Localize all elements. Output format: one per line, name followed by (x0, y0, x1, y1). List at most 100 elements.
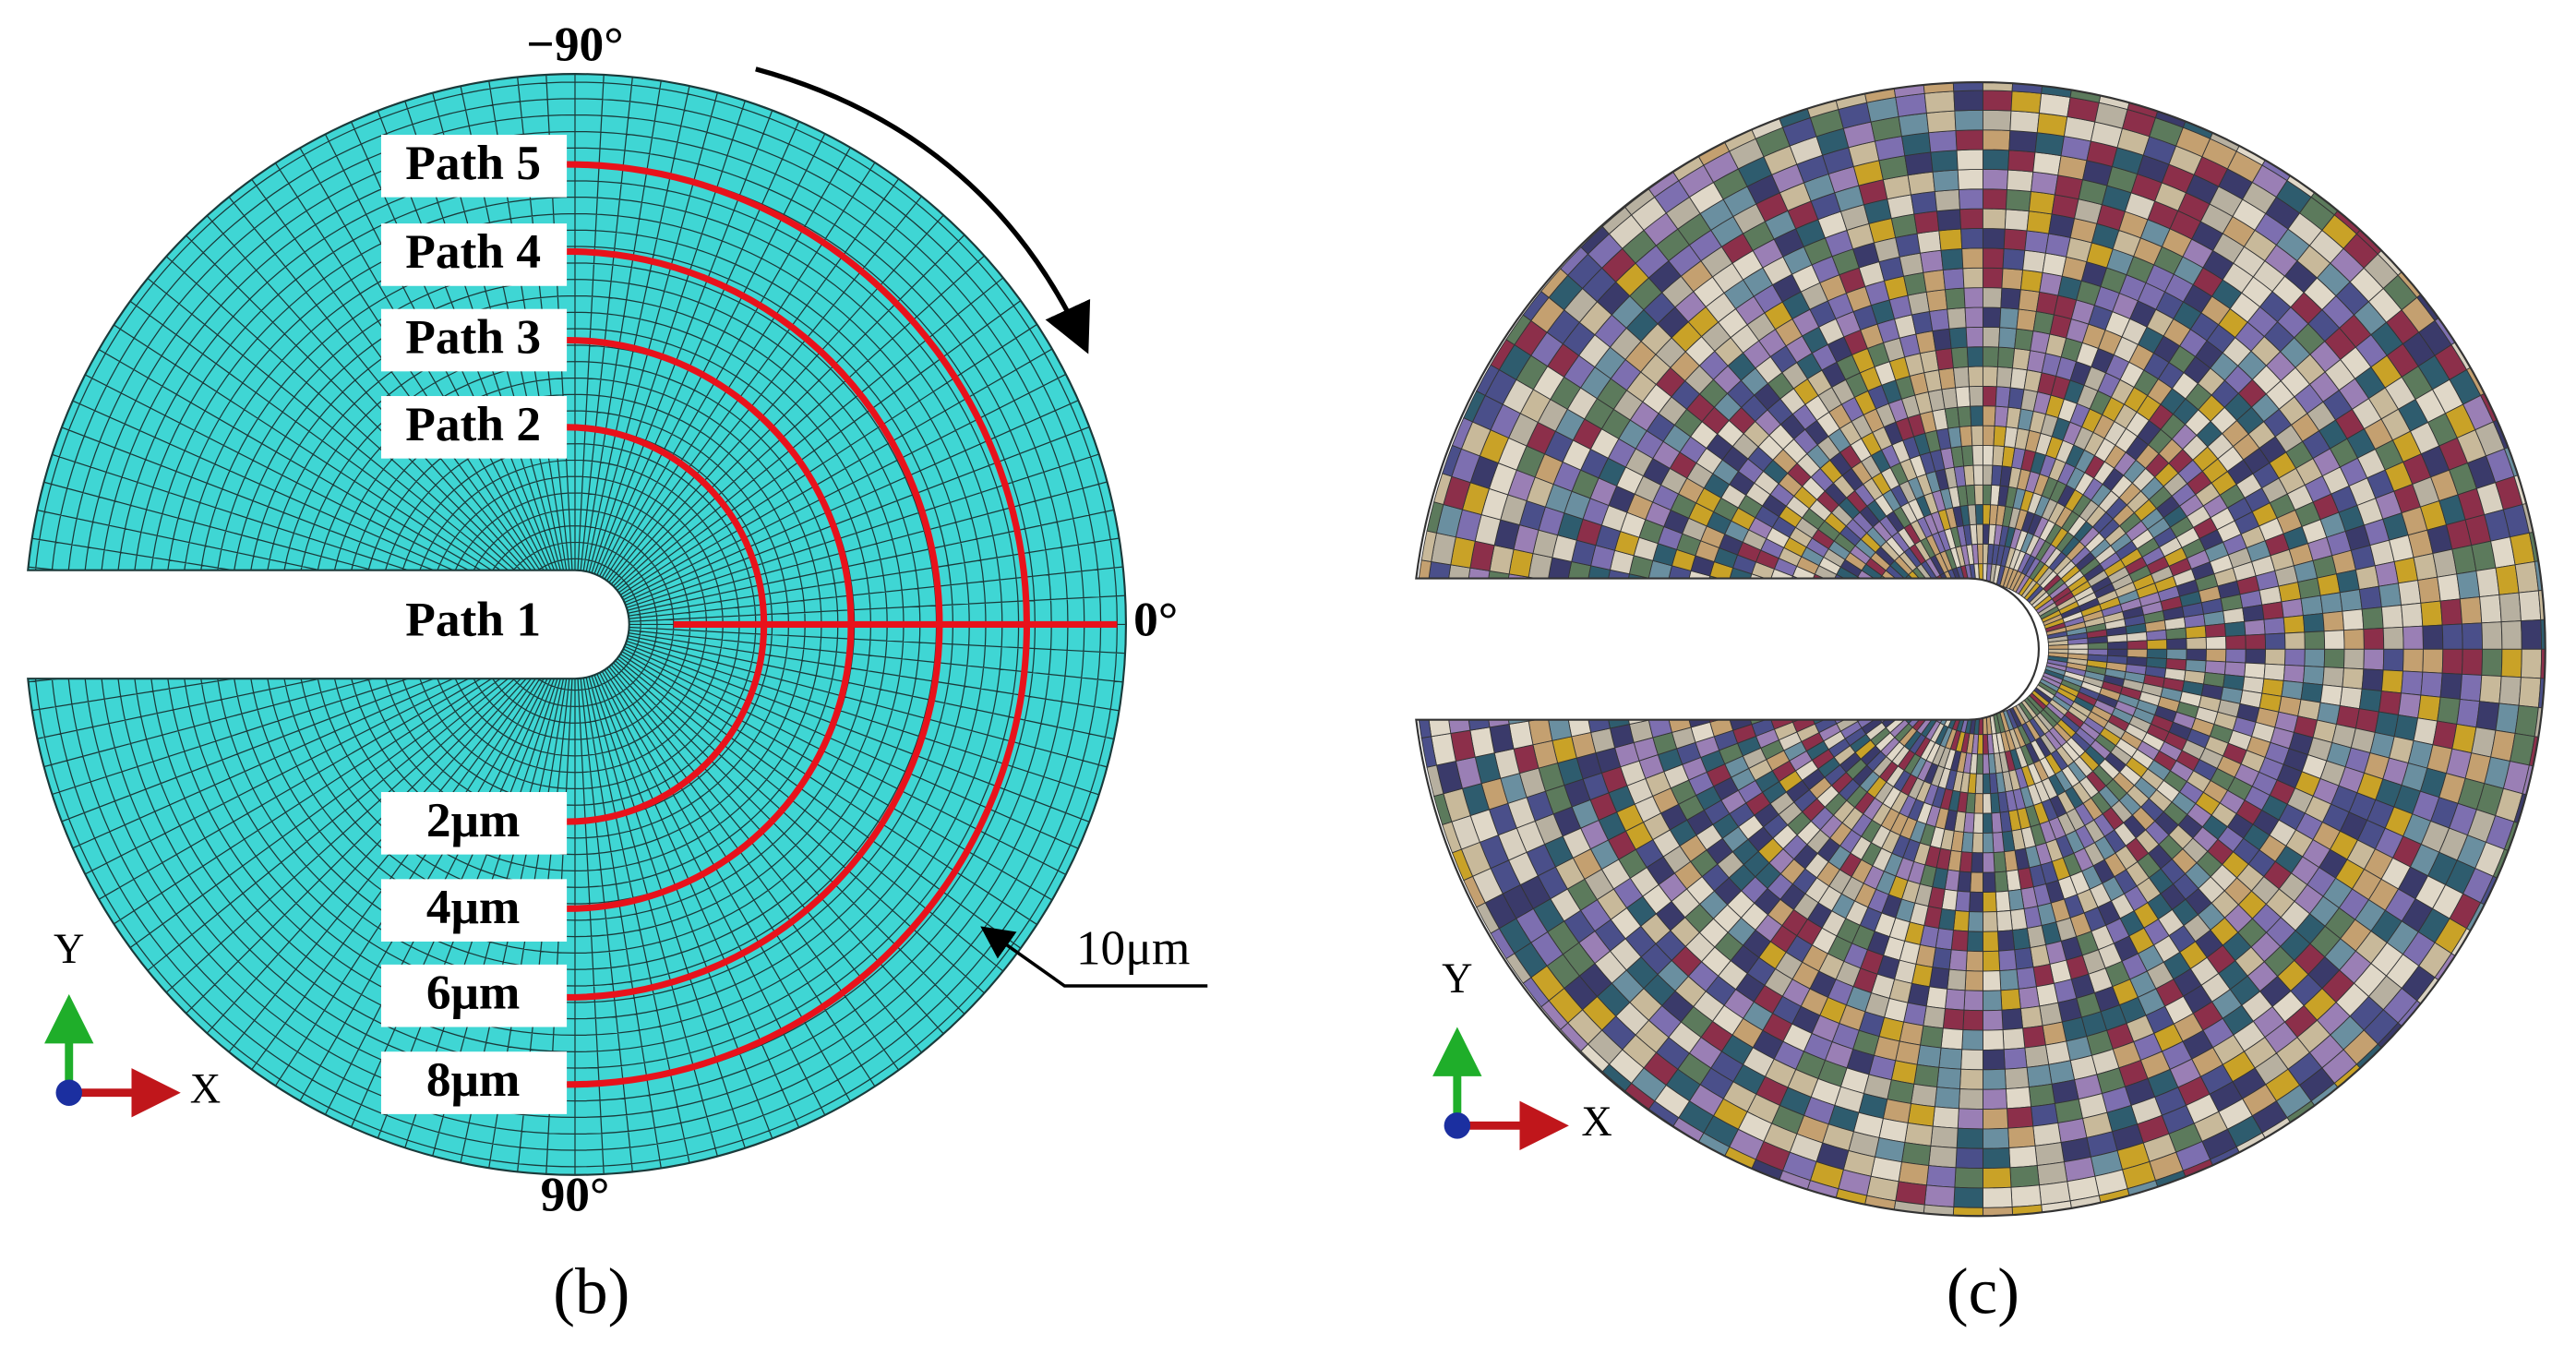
mesh-cell (2018, 986, 2041, 1010)
mesh-cell (2203, 610, 2225, 627)
mesh-cell (1860, 616, 1882, 628)
mesh-cell (2019, 269, 2043, 293)
mesh-cell (1759, 625, 1781, 640)
mesh-cell (1934, 1087, 1960, 1110)
mesh-cell (2018, 289, 2041, 312)
mesh-cell (1818, 622, 1841, 635)
mesh-cell (1838, 633, 1860, 643)
mesh-cell (1850, 582, 1873, 599)
mesh-cell (2127, 640, 2148, 650)
mesh-cell (1928, 1145, 1958, 1169)
mesh-cell (2225, 634, 2247, 650)
mesh-cell (1779, 638, 1800, 650)
mesh-cell (1874, 580, 1896, 597)
mesh-cell (1982, 464, 1994, 486)
mesh-cell (1982, 385, 1997, 407)
mesh-cell (1424, 590, 1448, 622)
mesh-cell (1785, 696, 1809, 713)
mesh-cell (1916, 1044, 1942, 1068)
mesh-cell (1625, 702, 1649, 726)
mesh-cell (1982, 149, 2010, 171)
mesh-cell (1642, 594, 1666, 617)
mesh-cell (1904, 675, 1925, 689)
mesh-cell (2462, 622, 2483, 650)
mesh-cell (2146, 648, 2168, 660)
mesh-cell (1965, 484, 1976, 506)
mesh-cell (1541, 648, 1564, 673)
mesh-cell (1703, 589, 1727, 609)
mesh-cell (1924, 582, 1943, 601)
element-mesh (1416, 82, 2546, 1217)
mesh-cell (1953, 90, 1983, 112)
label-boxes (380, 135, 568, 1114)
mesh-cell (2186, 636, 2207, 650)
mesh-cell (1868, 691, 1890, 707)
mesh-cell (1975, 523, 1983, 545)
mesh-cell (1725, 699, 1749, 718)
mesh-cell (1955, 129, 1983, 151)
mesh-cell (1818, 631, 1840, 642)
mesh-cell (1564, 582, 1588, 608)
mesh-cell (1894, 586, 1915, 604)
mesh-cell (2146, 639, 2168, 650)
mesh-cell (1641, 665, 1663, 686)
mesh-cell (1877, 642, 1899, 650)
mesh-cell (1503, 623, 1525, 650)
mesh-cell (2048, 643, 2069, 650)
mesh-cell (1416, 589, 1429, 620)
mesh-cell (2479, 674, 2502, 704)
mesh-cell (1900, 132, 1932, 157)
mesh-cell (1482, 622, 1504, 650)
mesh-cell (1523, 600, 1546, 627)
mesh-cell (1948, 327, 1968, 349)
axis-label: Y (1442, 955, 1472, 1003)
mesh-cell (1913, 1063, 1940, 1088)
mesh-cell (1942, 1008, 1965, 1030)
mesh-cell (1891, 691, 1912, 707)
mesh-cell (2225, 648, 2247, 664)
mesh-cell (1564, 691, 1588, 715)
mesh-cell (1982, 1029, 2005, 1051)
panel-label: (b) (553, 1256, 629, 1328)
mesh-cell (1767, 701, 1791, 719)
mesh-cell (1935, 347, 1954, 371)
mesh-cell (1928, 699, 1946, 719)
mesh-cell (1982, 970, 2002, 991)
mesh-cell (1699, 648, 1721, 665)
mesh-cell (1828, 582, 1851, 598)
mesh-cell (1932, 702, 1948, 722)
mesh-cell (1416, 648, 1426, 679)
mesh-cell (1897, 648, 1918, 654)
mesh-cell (2008, 1145, 2038, 1169)
mesh-cell (1780, 606, 1803, 621)
mesh-cell (1961, 247, 1983, 270)
mesh-cell (2204, 623, 2226, 638)
mesh-cell (1959, 1068, 1983, 1090)
mesh-cell (2382, 648, 2404, 672)
mesh-cell (1804, 691, 1827, 707)
mesh-cell (1959, 208, 1983, 230)
mesh-cell (1719, 620, 1742, 637)
mesh-cell (1839, 618, 1862, 630)
mesh-cell (1780, 677, 1803, 692)
mesh-cell (1966, 346, 1983, 367)
mesh-cell (1601, 608, 1624, 631)
mesh-cell (1720, 674, 1743, 691)
mesh-cell (1623, 684, 1647, 706)
mesh-cell (1701, 604, 1724, 622)
mesh-cell (1744, 585, 1768, 604)
mesh-cell (1982, 168, 2009, 190)
mesh-cell (1925, 1165, 1957, 1188)
mesh-cell (1982, 306, 2002, 329)
mesh-cell (1817, 648, 1839, 658)
mesh-cell (2282, 615, 2306, 634)
mesh-cell (2127, 648, 2148, 658)
mesh-cell (1582, 668, 1605, 692)
mesh-cell (1932, 169, 1959, 192)
mesh-cell (2378, 582, 2402, 608)
mesh-cell (1740, 610, 1763, 627)
mesh-cell (1760, 613, 1782, 629)
mesh-cell (1991, 811, 2003, 834)
mesh-cell (2032, 963, 2055, 988)
